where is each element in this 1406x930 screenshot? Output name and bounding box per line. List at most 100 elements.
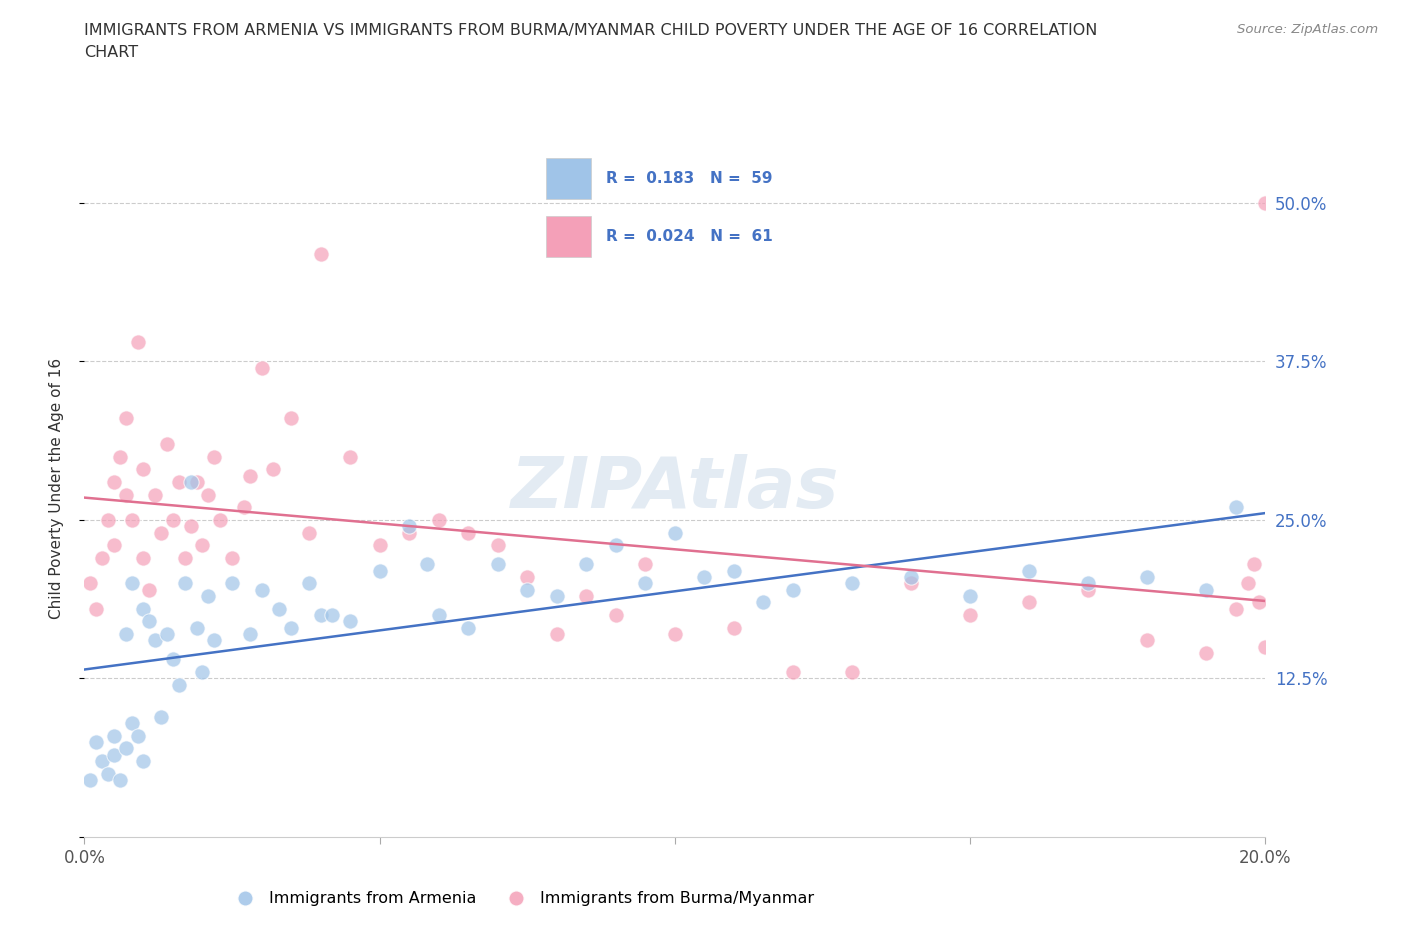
Point: [97, 766, 120, 781]
Point: [1254, 639, 1277, 654]
Text: ZIPAtlas: ZIPAtlas: [510, 454, 839, 523]
Point: [239, 627, 262, 642]
Point: [1254, 195, 1277, 210]
Point: [634, 557, 657, 572]
Point: [1195, 582, 1218, 597]
Point: [457, 620, 479, 635]
Point: [782, 582, 804, 597]
Point: [167, 474, 190, 489]
Point: [114, 627, 136, 642]
Point: [398, 525, 420, 540]
Point: [250, 360, 273, 375]
Point: [1077, 576, 1099, 591]
Point: [232, 499, 254, 514]
Point: [143, 633, 166, 648]
Point: [309, 607, 332, 622]
Point: [269, 602, 291, 617]
Text: CHART: CHART: [84, 45, 138, 60]
Point: [84, 602, 107, 617]
Point: [575, 589, 598, 604]
Point: [1236, 576, 1258, 591]
Point: [239, 468, 262, 483]
Point: [103, 474, 125, 489]
Point: [191, 538, 214, 552]
Point: [723, 620, 745, 635]
Point: [309, 246, 332, 261]
Point: [173, 551, 195, 565]
Point: [150, 709, 173, 724]
Point: [197, 589, 219, 604]
Point: [209, 512, 232, 527]
Point: [221, 551, 243, 565]
Point: [752, 595, 775, 610]
Point: [250, 582, 273, 597]
Point: [127, 335, 149, 350]
Point: [900, 569, 922, 584]
Point: [280, 620, 302, 635]
Point: [1018, 564, 1040, 578]
Point: [180, 474, 202, 489]
Point: [84, 735, 107, 750]
Point: [486, 538, 509, 552]
Point: [1249, 595, 1271, 610]
Point: [398, 519, 420, 534]
Point: [368, 564, 391, 578]
Point: [162, 512, 184, 527]
Point: [97, 512, 120, 527]
Point: [132, 462, 155, 477]
Point: [79, 576, 101, 591]
Point: [516, 582, 538, 597]
Point: [634, 576, 657, 591]
Point: [167, 677, 190, 692]
Point: [1136, 569, 1159, 584]
Point: [575, 557, 598, 572]
Point: [664, 525, 686, 540]
Point: [280, 411, 302, 426]
Point: [1195, 645, 1218, 660]
Point: [202, 449, 225, 464]
Point: [427, 607, 450, 622]
Point: [132, 753, 155, 768]
Point: [186, 620, 208, 635]
Point: [693, 569, 716, 584]
Point: [516, 569, 538, 584]
Point: [546, 589, 568, 604]
Point: [1225, 499, 1247, 514]
Point: [103, 538, 125, 552]
Point: [150, 525, 173, 540]
Point: [108, 449, 131, 464]
Point: [121, 576, 143, 591]
Point: [1018, 595, 1040, 610]
Point: [121, 715, 143, 730]
Text: Source: ZipAtlas.com: Source: ZipAtlas.com: [1237, 23, 1378, 36]
Point: [959, 589, 981, 604]
Point: [298, 576, 321, 591]
Point: [339, 614, 361, 629]
Point: [114, 487, 136, 502]
Point: [156, 436, 179, 451]
Point: [605, 607, 627, 622]
Point: [114, 411, 136, 426]
Point: [138, 582, 160, 597]
Point: [486, 557, 509, 572]
Point: [605, 538, 627, 552]
Point: [298, 525, 321, 540]
Point: [221, 576, 243, 591]
Point: [173, 576, 195, 591]
Point: [162, 652, 184, 667]
Point: [156, 627, 179, 642]
Point: [91, 551, 114, 565]
Point: [339, 449, 361, 464]
Point: [103, 747, 125, 762]
Point: [1243, 557, 1265, 572]
Point: [121, 512, 143, 527]
Point: [138, 614, 160, 629]
Point: [368, 538, 391, 552]
Point: [1225, 602, 1247, 617]
Point: [900, 576, 922, 591]
Point: [103, 728, 125, 743]
Point: [959, 607, 981, 622]
Point: [186, 474, 208, 489]
Text: IMMIGRANTS FROM ARMENIA VS IMMIGRANTS FROM BURMA/MYANMAR CHILD POVERTY UNDER THE: IMMIGRANTS FROM ARMENIA VS IMMIGRANTS FR…: [84, 23, 1098, 38]
Point: [427, 512, 450, 527]
